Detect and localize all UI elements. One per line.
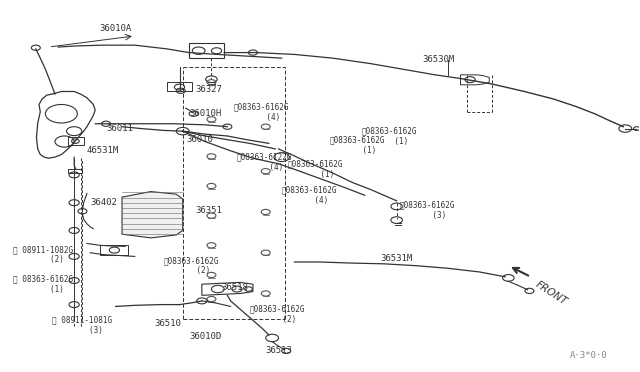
Text: 36402: 36402: [90, 198, 117, 207]
Bar: [167, 82, 192, 92]
Text: 36011: 36011: [106, 124, 133, 133]
Text: Ⓢ08363-6162G
       (1): Ⓢ08363-6162G (1): [288, 160, 344, 179]
Text: Ⓞ 08911-1082G
        (2): Ⓞ 08911-1082G (2): [13, 245, 74, 264]
Text: 46531M: 46531M: [87, 146, 119, 155]
Text: 36530M: 36530M: [422, 55, 454, 64]
Text: Ⓢ08363-6162G
       (4): Ⓢ08363-6162G (4): [282, 186, 337, 205]
Bar: [189, 43, 224, 58]
Text: Ⓢ08363-6162G
       (1): Ⓢ08363-6162G (1): [330, 135, 385, 155]
Text: 36010A: 36010A: [100, 24, 132, 33]
Text: 36010H: 36010H: [189, 109, 221, 118]
Text: 36010: 36010: [186, 135, 212, 144]
Text: 36510: 36510: [154, 319, 181, 328]
Polygon shape: [122, 192, 182, 238]
Text: Ⓢ08363-6122G
       (4): Ⓢ08363-6122G (4): [237, 152, 292, 171]
Text: FRONT: FRONT: [534, 280, 569, 308]
Text: Ⓢ08363-6162G
       (3): Ⓢ08363-6162G (3): [400, 201, 455, 220]
Text: Ⓢ08363-6162G
       (1): Ⓢ08363-6162G (1): [362, 126, 417, 146]
Text: Ⓢ08363-6162G
       (4): Ⓢ08363-6162G (4): [234, 102, 289, 122]
Text: 36010D: 36010D: [189, 331, 221, 341]
Bar: [100, 245, 129, 254]
Text: Ⓢ 08363-6162G
        (1): Ⓢ 08363-6162G (1): [13, 275, 74, 294]
Text: A·3*0·0: A·3*0·0: [570, 351, 607, 360]
Text: 36327: 36327: [195, 85, 222, 94]
Text: 36531M: 36531M: [381, 254, 413, 263]
Text: Ⓞ 08911-1081G
        (3): Ⓞ 08911-1081G (3): [52, 315, 112, 335]
Text: Ⓢ08363-6162G
       (2): Ⓢ08363-6162G (2): [164, 256, 219, 275]
Text: Ⓢ08363-6162G
       (2): Ⓢ08363-6162G (2): [250, 304, 305, 324]
Text: 36351: 36351: [195, 206, 222, 215]
Text: 36513: 36513: [266, 346, 292, 355]
Text: 36518: 36518: [221, 283, 248, 292]
Bar: [68, 137, 84, 145]
